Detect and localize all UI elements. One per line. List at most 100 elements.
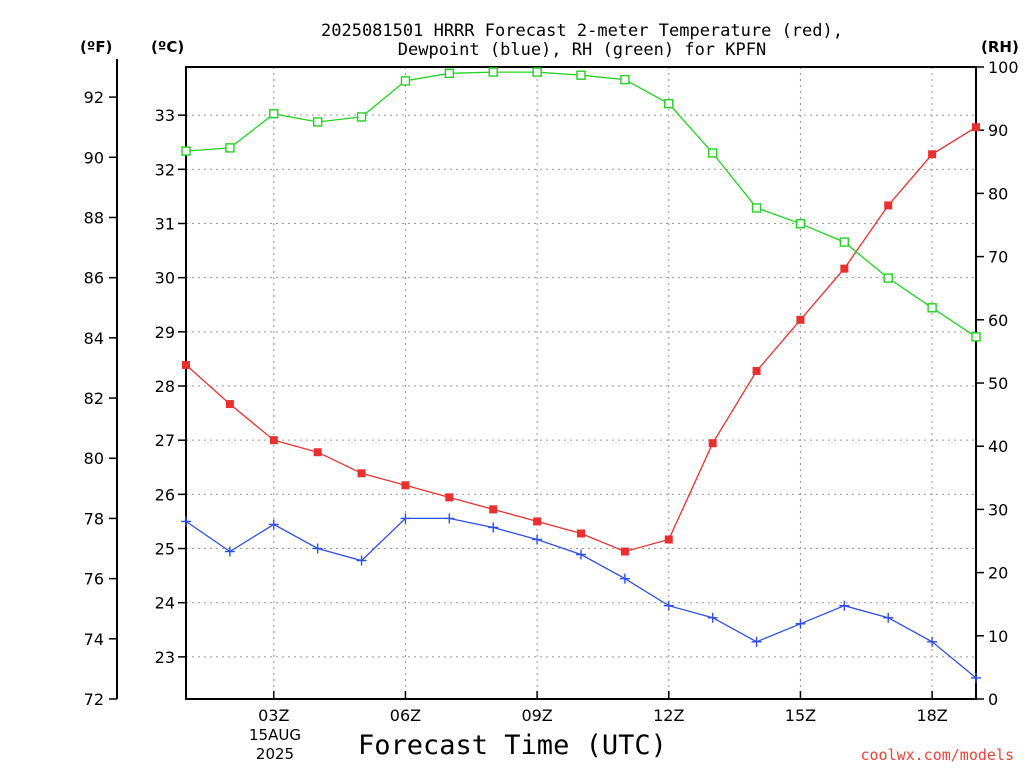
tick-label-f: 74 [84,630,104,649]
rh-point [751,203,762,213]
date-label-line1: 15AUG [249,726,301,744]
rh-point [181,146,191,156]
rh-point [927,303,937,313]
tick-label-f: 80 [84,449,104,468]
dewpoint-point [663,600,674,611]
date-label-line2: 2025 [256,745,294,763]
tick-label-c: 23 [155,648,175,667]
tick-label-c: 33 [155,106,175,125]
unit-label-celsius: (ºC) [151,38,184,56]
tick-labels: 72 74 76 78 80 82 84 86 88 90 92 23 24 25 26 27 28 29 30 31… [84,58,1019,725]
temperature-point [313,448,322,457]
tick-label-c: 30 [155,269,175,288]
dewpoint-point [400,513,411,524]
tick-label-c: 32 [155,160,175,179]
dewpoint-point [181,516,191,527]
plot-frame [185,66,977,700]
temperature-point [884,201,893,210]
temperature-point [664,535,673,544]
rh-point [576,70,586,80]
temperature-point [445,493,454,502]
tick-label-f: 76 [84,570,104,589]
dewpoint-point [444,513,455,524]
dewpoint-line [185,517,977,679]
tick-label-rh: 50 [988,374,1008,393]
temperature-point [620,547,629,556]
tick-label-f: 72 [84,690,104,709]
tick-label-rh: 30 [988,500,1008,519]
temperature-point [269,436,278,445]
tick-label-f: 86 [84,269,104,288]
tick-label-rh: 80 [988,184,1008,203]
temperature-point [357,469,366,478]
rh-point [795,219,806,229]
tick-label-x: 15Z [785,706,816,725]
temperature-point [972,123,980,132]
dewpoint-point [883,612,894,623]
temperature-point [752,366,761,375]
tick-label-rh: 90 [988,121,1008,140]
tick-label-f: 82 [84,389,104,408]
tick-label-f: 88 [84,208,104,227]
tick-label-x: 06Z [390,706,421,725]
temperature-point [533,517,542,526]
dewpoint-point [751,636,762,647]
tick-label-x: 03Z [258,706,289,725]
dewpoint-point [356,555,367,566]
tick-label-c: 24 [155,594,175,613]
tick-label-f: 92 [84,88,104,107]
unit-label-rh: (RH) [981,38,1019,56]
tick-label-x: 12Z [653,706,684,725]
x-axis-title: Forecast Time (UTC) [358,730,667,761]
rh-point [269,109,279,119]
dewpoint-point [839,600,850,611]
temperature-point [708,439,717,448]
dewpoint-point [532,534,543,545]
tick-label-rh: 10 [988,627,1008,646]
rh-point [883,273,893,283]
tick-label-f: 84 [84,329,104,348]
rh-point [488,67,498,77]
dewpoint-point [312,543,323,554]
rh-point [356,112,367,122]
rh-point [707,148,718,158]
tick-label-c: 27 [155,431,175,450]
rh-point [400,76,411,86]
tick-label-rh: 20 [988,564,1008,583]
tick-label-rh: 40 [988,437,1008,456]
temperature-point [225,400,234,409]
temperature-point [401,481,410,490]
rh-line [185,71,977,338]
tick-label-rh: 100 [988,58,1019,77]
tick-label-c: 31 [155,214,175,233]
chart-title-line1: 2025081501 HRRR Forecast 2-meter Tempera… [321,21,843,41]
temperature-point [182,360,190,369]
rh-point [664,98,674,109]
tick-label-rh: 0 [988,690,998,709]
tick-label-c: 29 [155,323,175,342]
dewpoint-point [488,522,499,533]
rh-point [532,67,542,77]
dewpoint-point [971,672,981,683]
temperature-point [489,505,498,514]
chart-title-line2: Dewpoint (blue), RH (green) for KPFN [398,40,766,60]
dewpoint-point [927,636,938,647]
tick-label-x: 18Z [916,706,947,725]
rh-point [312,117,323,127]
watermark: coolwx.com/models [860,746,1014,764]
axes [109,59,984,700]
temperature-point [840,264,849,273]
rh-point [225,143,235,153]
tick-label-c: 28 [155,377,175,396]
unit-label-fahrenheit: (ºF) [80,38,112,56]
tick-label-x: 09Z [521,706,552,725]
dewpoint-point [576,549,586,560]
dewpoint-point [268,519,279,530]
rh-point [839,237,850,247]
series-layer [181,67,981,683]
tick-label-c: 25 [155,540,175,559]
tick-label-rh: 70 [988,248,1008,267]
rh-point [444,68,455,79]
tick-label-c: 26 [155,485,175,504]
